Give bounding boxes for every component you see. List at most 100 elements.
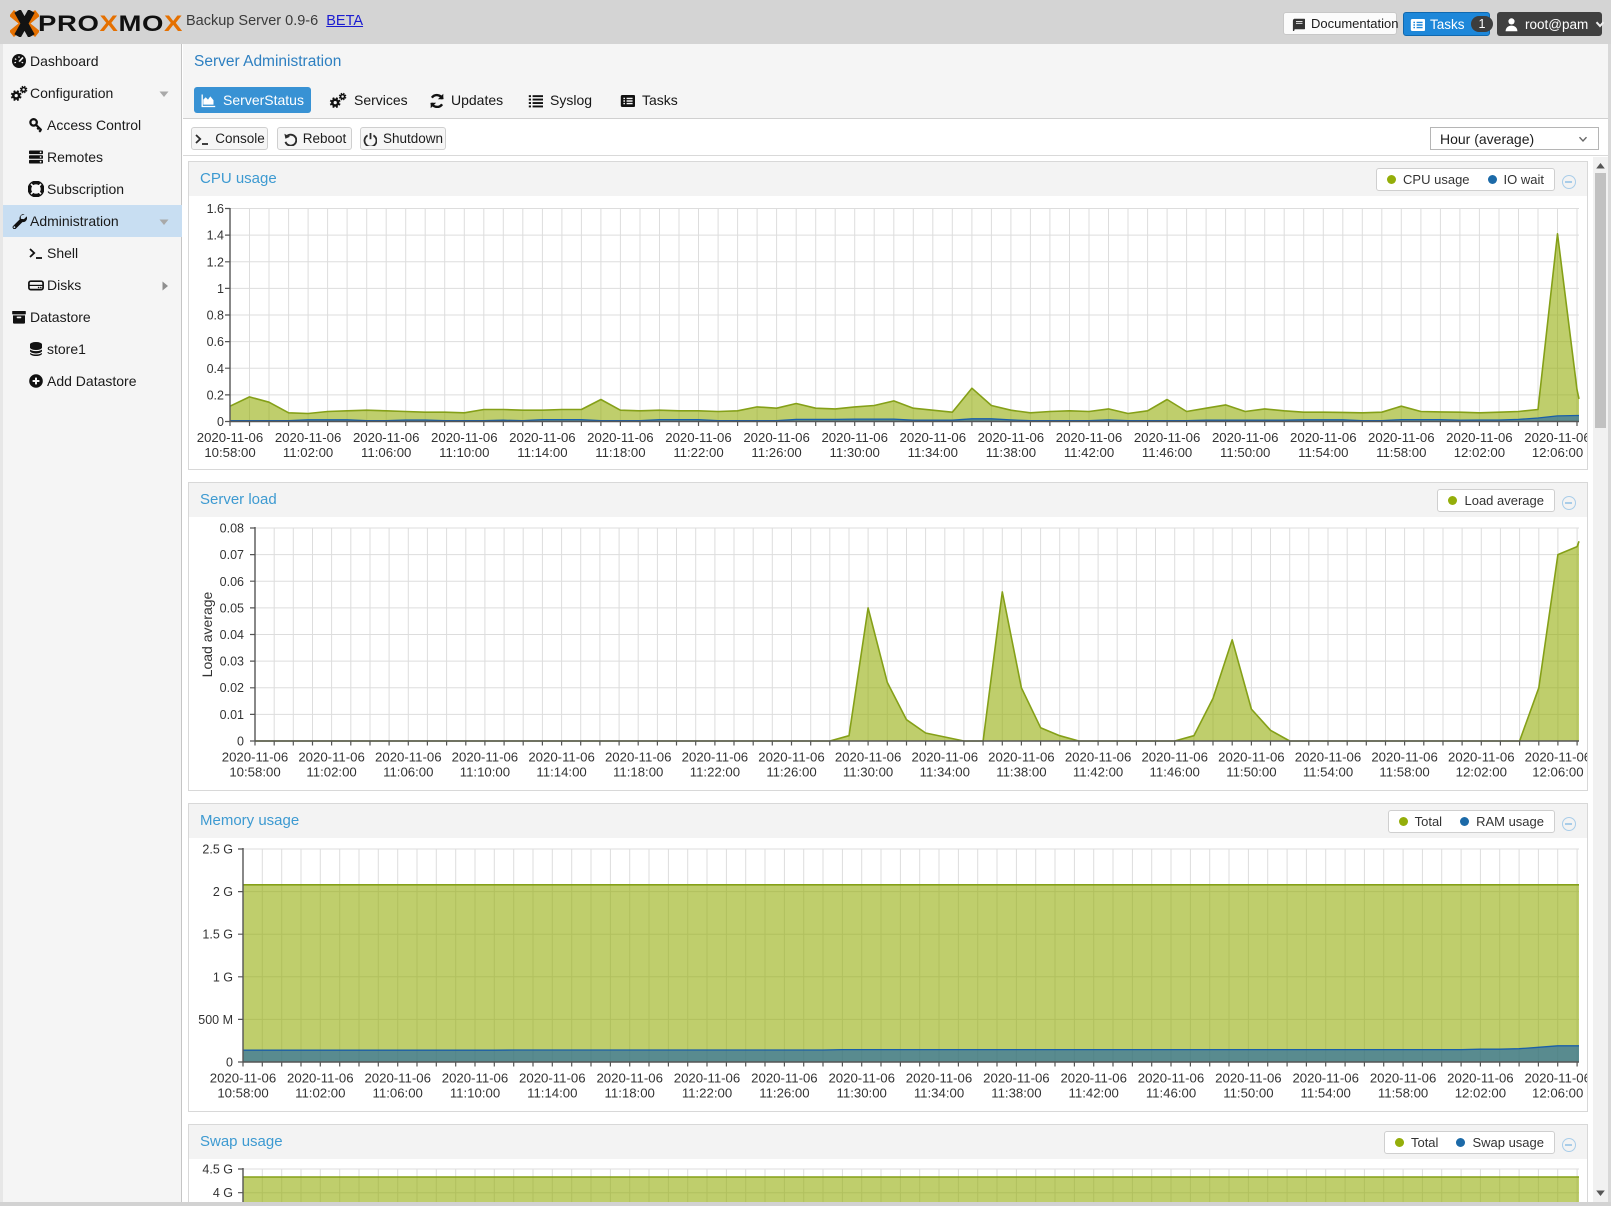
svg-text:11:06:00: 11:06:00 [361,445,411,460]
svg-text:1.4: 1.4 [207,229,224,243]
svg-text:2020-11-06: 2020-11-06 [983,1071,1049,1086]
svg-text:11:54:00: 11:54:00 [1298,445,1348,460]
svg-text:2020-11-06: 2020-11-06 [605,750,671,765]
svg-text:2020-11-06: 2020-11-06 [1218,750,1284,765]
svg-text:12:06:00: 12:06:00 [1532,765,1583,780]
svg-text:0: 0 [226,1056,233,1070]
svg-text:2020-11-06: 2020-11-06 [835,750,901,765]
svg-text:4 G: 4 G [213,1186,233,1200]
svg-text:11:14:00: 11:14:00 [517,445,567,460]
svg-text:2020-11-06: 2020-11-06 [906,1071,972,1086]
svg-text:2020-11-06: 2020-11-06 [431,430,497,445]
svg-text:11:10:00: 11:10:00 [439,445,489,460]
svg-text:11:54:00: 11:54:00 [1303,765,1353,780]
svg-text:11:06:00: 11:06:00 [383,765,433,780]
svg-text:1: 1 [217,282,224,296]
svg-text:0.02: 0.02 [220,681,244,695]
svg-text:11:02:00: 11:02:00 [306,765,356,780]
svg-text:2020-11-06: 2020-11-06 [1295,750,1361,765]
svg-text:4.5 G: 4.5 G [202,1163,233,1177]
svg-text:11:42:00: 11:42:00 [1064,445,1114,460]
svg-text:2020-11-06: 2020-11-06 [287,1071,353,1086]
svg-text:2020-11-06: 2020-11-06 [587,430,653,445]
svg-text:2 G: 2 G [213,885,233,899]
svg-text:2020-11-06: 2020-11-06 [364,1071,430,1086]
svg-text:1.5 G: 1.5 G [202,928,233,942]
svg-text:2020-11-06: 2020-11-06 [519,1071,585,1086]
svg-text:11:42:00: 11:42:00 [1073,765,1123,780]
svg-text:12:06:00: 12:06:00 [1532,445,1583,460]
svg-text:2020-11-06: 2020-11-06 [828,1071,894,1086]
svg-text:0: 0 [237,735,244,749]
svg-text:2020-11-06: 2020-11-06 [596,1071,662,1086]
svg-text:2020-11-06: 2020-11-06 [1290,430,1356,445]
svg-text:1.6: 1.6 [207,202,224,216]
svg-text:2020-11-06: 2020-11-06 [988,750,1054,765]
svg-text:11:30:00: 11:30:00 [843,765,893,780]
svg-text:1 G: 1 G [213,970,233,984]
svg-text:2020-11-06: 2020-11-06 [821,430,887,445]
svg-text:1.2: 1.2 [207,255,224,269]
svg-text:11:18:00: 11:18:00 [605,1086,655,1101]
svg-text:11:10:00: 11:10:00 [460,765,510,780]
svg-text:11:46:00: 11:46:00 [1150,765,1200,780]
svg-text:2020-11-06: 2020-11-06 [1292,1071,1358,1086]
svg-text:2020-11-06: 2020-11-06 [1134,430,1200,445]
svg-text:11:58:00: 11:58:00 [1379,765,1429,780]
svg-text:2020-11-06: 2020-11-06 [1524,430,1587,445]
svg-text:2020-11-06: 2020-11-06 [1371,750,1437,765]
svg-text:11:46:00: 11:46:00 [1146,1086,1196,1101]
svg-text:11:18:00: 11:18:00 [613,765,663,780]
svg-text:12:02:00: 12:02:00 [1455,1086,1506,1101]
svg-text:2020-11-06: 2020-11-06 [509,430,575,445]
svg-text:2020-11-06: 2020-11-06 [1215,1071,1281,1086]
svg-text:2020-11-06: 2020-11-06 [1524,1071,1587,1086]
svg-text:2020-11-06: 2020-11-06 [1065,750,1131,765]
svg-text:11:26:00: 11:26:00 [751,445,801,460]
svg-text:0.08: 0.08 [220,522,244,536]
svg-text:11:02:00: 11:02:00 [295,1086,345,1101]
svg-text:2020-11-06: 2020-11-06 [222,750,288,765]
svg-text:11:34:00: 11:34:00 [920,765,970,780]
svg-text:2020-11-06: 2020-11-06 [751,1071,817,1086]
svg-text:2020-11-06: 2020-11-06 [197,430,263,445]
svg-text:0.4: 0.4 [207,362,224,376]
svg-text:11:46:00: 11:46:00 [1142,445,1192,460]
svg-text:Load average: Load average [199,591,215,677]
svg-text:11:26:00: 11:26:00 [766,765,816,780]
svg-text:2.5 G: 2.5 G [202,843,233,857]
svg-text:11:34:00: 11:34:00 [908,445,958,460]
svg-text:11:14:00: 11:14:00 [536,765,586,780]
svg-text:11:30:00: 11:30:00 [837,1086,887,1101]
svg-text:0.2: 0.2 [207,388,224,402]
svg-text:2020-11-06: 2020-11-06 [353,430,419,445]
svg-text:2020-11-06: 2020-11-06 [665,430,731,445]
svg-text:11:58:00: 11:58:00 [1378,1086,1428,1101]
svg-text:10:58:00: 10:58:00 [204,445,255,460]
svg-text:0.04: 0.04 [220,628,244,642]
svg-text:11:38:00: 11:38:00 [996,765,1046,780]
svg-text:2020-11-06: 2020-11-06 [758,750,824,765]
svg-text:11:30:00: 11:30:00 [830,445,880,460]
svg-text:0.03: 0.03 [220,655,244,669]
svg-text:2020-11-06: 2020-11-06 [1056,430,1122,445]
svg-text:2020-11-06: 2020-11-06 [1138,1071,1204,1086]
svg-text:2020-11-06: 2020-11-06 [682,750,748,765]
svg-text:11:14:00: 11:14:00 [527,1086,577,1101]
svg-text:0.07: 0.07 [220,548,244,562]
svg-text:11:18:00: 11:18:00 [595,445,645,460]
svg-text:11:54:00: 11:54:00 [1301,1086,1351,1101]
svg-text:2020-11-06: 2020-11-06 [900,430,966,445]
svg-text:2020-11-06: 2020-11-06 [275,430,341,445]
svg-text:11:22:00: 11:22:00 [682,1086,732,1101]
svg-text:11:10:00: 11:10:00 [450,1086,500,1101]
svg-text:2020-11-06: 2020-11-06 [1525,750,1587,765]
svg-text:2020-11-06: 2020-11-06 [1368,430,1434,445]
svg-text:2020-11-06: 2020-11-06 [1370,1071,1436,1086]
svg-text:2020-11-06: 2020-11-06 [912,750,978,765]
svg-text:2020-11-06: 2020-11-06 [674,1071,740,1086]
svg-text:12:02:00: 12:02:00 [1454,445,1505,460]
svg-text:11:06:00: 11:06:00 [373,1086,423,1101]
svg-text:2020-11-06: 2020-11-06 [210,1071,276,1086]
svg-text:11:50:00: 11:50:00 [1226,765,1276,780]
